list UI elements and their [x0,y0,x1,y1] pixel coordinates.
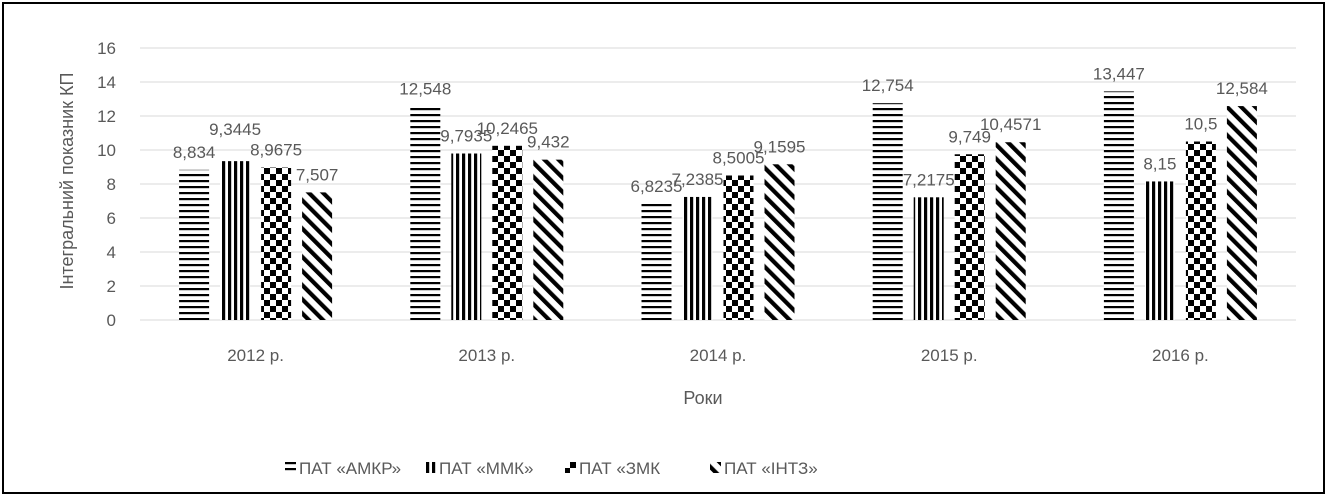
data-label: 12,584 [1216,79,1268,98]
data-label: 12,548 [399,80,451,99]
y-tick-label: 10 [97,141,116,160]
x-tick-label: 2016 р. [1152,346,1209,365]
legend-label: ПАТ «АМКР» [299,459,401,478]
bar [913,197,944,320]
data-label: 7,507 [296,165,339,184]
gridlines [140,47,1296,321]
bar [220,161,251,320]
data-labels: 8,834 9,3445 8,9675 7,507 12,548 9,793510,246… [173,64,1268,196]
bar [1185,141,1216,320]
data-label: 9,432 [527,133,570,152]
bar [1226,106,1257,321]
legend-swatch [285,462,296,473]
x-tick-label: 2014 р. [690,346,747,365]
data-label: 12,754 [862,76,914,95]
bar [451,153,482,320]
bar [682,196,713,320]
data-label: 8,5005 [713,148,765,167]
data-label: 8,9675 [250,141,302,160]
y-axis-title: Інтегральний показник КП [57,73,77,290]
legend-swatch [710,462,721,473]
x-tick-label: 2013 р. [458,346,515,365]
bar [872,103,903,320]
data-label: 10,4571 [980,115,1041,134]
data-label: 9,7935 [440,127,492,146]
bar [641,204,672,320]
data-label: 10,5 [1184,115,1217,134]
data-label: 8,834 [173,143,216,162]
data-label: 7,2385 [672,170,724,189]
bar [764,164,795,320]
bar [533,159,564,320]
data-label: 9,1595 [754,137,806,156]
bar [179,169,210,320]
legend-label: ПАТ «ІНТЗ» [724,459,818,478]
x-axis-title: Роки [683,388,722,408]
data-label: 9,3445 [209,120,261,139]
data-label: 8,15 [1143,154,1176,173]
bar [995,142,1026,320]
x-tick-label: 2012 р. [227,346,284,365]
bars [179,91,1257,321]
y-tick-label: 4 [107,243,116,262]
data-label: 6,8235 [631,177,683,196]
bar [1103,91,1134,320]
x-tick-label: 2015 р. [921,346,978,365]
y-tick-label: 8 [107,175,116,194]
data-label: 9,749 [948,127,991,146]
legend-label: ПАТ «ЗМК [579,459,660,478]
data-label: 10,2465 [477,119,538,138]
x-axis-ticks: 2012 р. 2013 р. 2014 р. 2015 р. 2016 р. [227,346,1209,365]
bar [261,167,292,320]
bar [723,175,754,320]
y-tick-label: 2 [107,277,116,296]
legend-swatch [425,462,436,473]
legend-label: ПАТ «ММК» [439,459,533,478]
bar [302,192,333,320]
y-tick-label: 16 [97,39,116,58]
y-axis-ticks: 0 2 4 6 8 10 12 14 16 [97,39,116,330]
data-label: 13,447 [1093,64,1145,83]
y-tick-label: 6 [107,209,116,228]
data-label: 7,2175 [903,170,955,189]
y-tick-label: 14 [97,73,116,92]
bar [492,145,523,320]
y-tick-label: 0 [107,311,116,330]
y-tick-label: 12 [97,107,116,126]
legend: ПАТ «АМКР» ПАТ «ММК» ПАТ «ЗМК ПАТ «ІНТЗ» [285,459,818,478]
legend-swatch [565,462,576,473]
bar [954,154,985,320]
bar [410,106,441,321]
bar [1144,181,1175,320]
